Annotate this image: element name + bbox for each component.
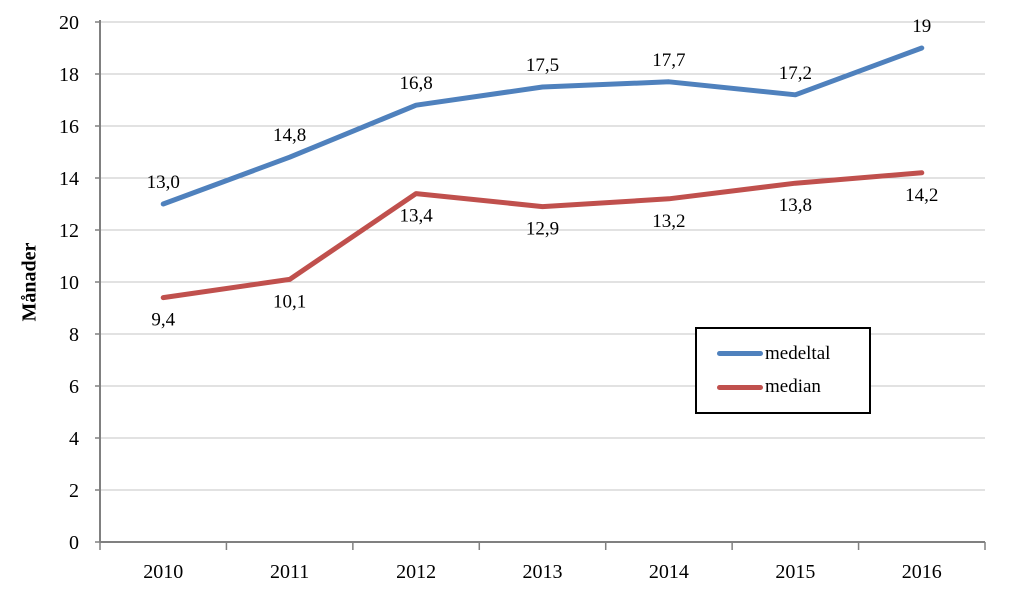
y-tick-label: 0 bbox=[69, 532, 79, 554]
y-tick-label: 6 bbox=[69, 376, 79, 398]
median-line-swatch bbox=[717, 384, 763, 390]
data-label-medeltal: 19 bbox=[912, 16, 931, 37]
medeltal-line-swatch bbox=[717, 351, 763, 357]
legend-box: medeltal median bbox=[695, 327, 871, 414]
y-tick-label: 10 bbox=[59, 272, 79, 294]
y-tick-label: 4 bbox=[69, 428, 79, 450]
x-tick-label: 2010 bbox=[143, 561, 183, 583]
x-tick-label: 2013 bbox=[523, 561, 563, 583]
data-label-medeltal: 14,8 bbox=[273, 125, 306, 146]
x-tick-label: 2011 bbox=[270, 561, 309, 583]
y-tick-label: 14 bbox=[59, 168, 79, 190]
data-label-medeltal: 17,7 bbox=[652, 50, 685, 71]
x-tick-label: 2014 bbox=[649, 561, 689, 583]
series-line-medeltal bbox=[160, 45, 925, 207]
y-tick-label: 12 bbox=[59, 220, 79, 242]
data-label-median: 13,4 bbox=[399, 206, 433, 227]
data-label-median: 13,2 bbox=[652, 211, 685, 232]
x-tick-label: 2016 bbox=[902, 561, 942, 583]
data-label-medeltal: 17,5 bbox=[526, 55, 559, 76]
y-tick-label: 18 bbox=[59, 64, 79, 86]
series-line-median bbox=[160, 170, 925, 301]
data-label-medeltal: 13,0 bbox=[147, 172, 180, 193]
legend-label-medeltal: medeltal bbox=[765, 342, 831, 364]
legend-label-median: median bbox=[765, 376, 821, 398]
data-label-median: 13,8 bbox=[779, 195, 812, 216]
y-tick-label: 8 bbox=[69, 324, 79, 346]
data-label-median: 12,9 bbox=[526, 219, 559, 240]
data-label-medeltal: 16,8 bbox=[399, 73, 432, 94]
data-label-medeltal: 17,2 bbox=[779, 63, 812, 84]
x-tick-label: 2015 bbox=[775, 561, 815, 583]
y-tick-label: 16 bbox=[59, 116, 79, 138]
legend-item-medeltal: medeltal bbox=[717, 343, 869, 365]
y-tick-label: 20 bbox=[59, 12, 79, 34]
y-tick-label: 2 bbox=[69, 480, 79, 502]
data-label-median: 14,2 bbox=[905, 185, 938, 206]
legend-item-median: median bbox=[717, 376, 869, 398]
y-axis-title: Månader bbox=[18, 242, 41, 322]
data-label-median: 9,4 bbox=[151, 310, 175, 331]
x-tick-label: 2012 bbox=[396, 561, 436, 583]
data-label-median: 10,1 bbox=[273, 291, 306, 312]
